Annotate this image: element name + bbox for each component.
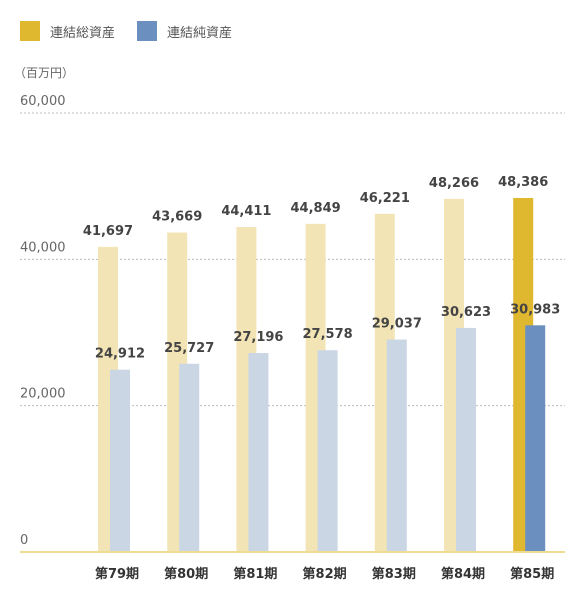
bar-net-assets [110,369,130,552]
data-label-net-assets: 24,912 [95,347,145,362]
data-label-total-assets: 43,669 [152,209,202,224]
data-label-total-assets: 48,266 [429,176,479,191]
bar-net-assets [248,353,269,552]
legend-item-net-assets: 連結純資産 [137,21,232,41]
x-category-label: 第79期 [95,566,139,582]
bar-net-assets [456,327,476,552]
y-tick-label: 20,000 [20,387,66,402]
bar-net-assets [179,363,200,552]
legend: 連結総資産 連結純資産 [20,21,254,41]
legend-swatch-net-assets [137,21,158,41]
x-category-label: 第85期 [510,566,554,582]
data-label-total-assets: 44,849 [291,201,341,216]
legend-label-net-assets: 連結純資産 [167,25,233,41]
data-label-net-assets: 27,578 [303,327,353,342]
data-label-net-assets: 29,037 [372,317,422,332]
y-axis-unit-label: （百万円） [14,66,75,80]
legend-swatch-total-assets [20,21,40,41]
bar-net-assets [525,325,546,552]
data-label-total-assets: 44,411 [221,204,271,219]
data-label-net-assets: 27,196 [233,330,283,345]
y-tick-label: 40,000 [20,240,66,255]
bar-net-assets [386,339,407,552]
data-label-total-assets: 46,221 [360,191,410,206]
x-category-label: 第83期 [372,566,416,582]
data-label-net-assets: 30,983 [510,302,560,317]
legend-item-total-assets: 連結総資産 [20,21,115,41]
legend-label-total-assets: 連結総資産 [50,25,116,41]
x-category-label: 第81期 [233,566,277,582]
data-label-total-assets: 41,697 [83,224,133,239]
x-category-label: 第82期 [303,566,347,582]
x-category-label: 第84期 [441,566,485,582]
data-label-net-assets: 25,727 [164,341,214,356]
x-category-label: 第80期 [164,566,208,582]
data-label-net-assets: 30,623 [441,305,491,320]
y-tick-label: 0 [20,533,28,548]
y-tick-label: 60,000 [20,94,66,109]
bar-net-assets [317,350,338,552]
data-label-total-assets: 48,386 [498,175,548,190]
